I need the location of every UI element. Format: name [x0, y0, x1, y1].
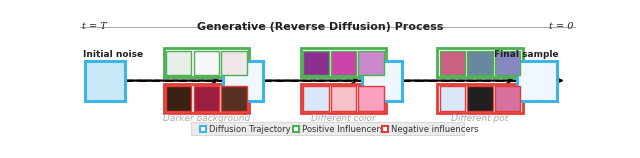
Text: Initial noise: Initial noise — [83, 50, 143, 59]
Bar — [166, 86, 191, 111]
Bar — [164, 48, 249, 77]
Text: Generative (Reverse Diffusion) Process: Generative (Reverse Diffusion) Process — [197, 22, 444, 32]
Text: Final sample: Final sample — [494, 50, 559, 59]
Bar — [221, 51, 246, 75]
FancyBboxPatch shape — [191, 122, 465, 136]
Bar — [495, 86, 520, 111]
Bar — [467, 86, 493, 111]
Text: Different pot: Different pot — [451, 114, 509, 123]
Text: t = T: t = T — [83, 22, 107, 31]
Bar — [293, 126, 300, 132]
Text: Positive Influencers: Positive Influencers — [301, 125, 384, 134]
Bar — [194, 86, 219, 111]
Text: Different color: Different color — [311, 114, 376, 123]
Bar — [331, 51, 356, 75]
Bar — [194, 51, 219, 75]
Text: Diffusion Trajectory: Diffusion Trajectory — [209, 125, 291, 134]
Bar — [358, 86, 384, 111]
Bar — [84, 61, 125, 101]
Bar — [164, 84, 249, 113]
Bar — [362, 61, 403, 101]
Bar — [301, 48, 386, 77]
Bar — [382, 126, 388, 132]
Text: t = 0: t = 0 — [549, 22, 573, 31]
Bar — [437, 48, 522, 77]
Bar — [303, 51, 328, 75]
Text: Darker background: Darker background — [163, 114, 250, 123]
Bar — [223, 61, 263, 101]
Bar — [200, 126, 206, 132]
Bar — [440, 86, 465, 111]
Bar — [440, 51, 465, 75]
Text: Negative influencers: Negative influencers — [391, 125, 478, 134]
Bar — [221, 86, 246, 111]
Bar — [331, 86, 356, 111]
Bar — [303, 86, 328, 111]
Bar — [301, 84, 386, 113]
Bar — [166, 51, 191, 75]
Bar — [495, 51, 520, 75]
Bar — [467, 51, 493, 75]
Bar — [358, 51, 384, 75]
Bar — [437, 84, 522, 113]
Bar — [517, 61, 557, 101]
